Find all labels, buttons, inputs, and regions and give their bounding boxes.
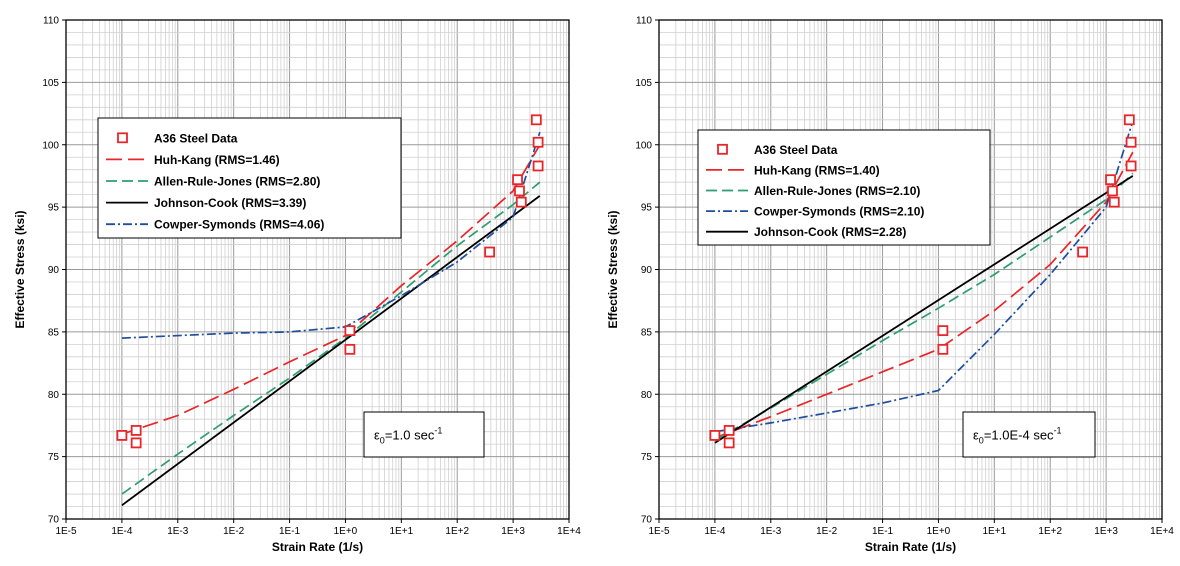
series-line xyxy=(714,120,1134,433)
x-tick-label: 1E+4 xyxy=(1150,526,1174,537)
x-tick-label: 1E+4 xyxy=(557,526,581,537)
y-tick-label: 95 xyxy=(48,203,60,214)
legend-label: A36 Steel Data xyxy=(754,143,838,157)
x-tick-label: 1E-3 xyxy=(760,526,782,537)
data-marker xyxy=(937,325,949,337)
data-marker xyxy=(1108,196,1120,208)
chart-panel-2: 1E-5 1E-4 1E-3 1E-2 1E-1 1E+0 1E+1 1E+2 1E+3 1E+4… xyxy=(606,16,1174,555)
y-tick-label: 95 xyxy=(641,203,653,214)
x-tick-label: 1E-4 xyxy=(111,526,133,537)
x-tick-label: 1E+1 xyxy=(390,526,414,537)
annotation-text: ε0=1.0 sec-1 xyxy=(374,426,442,446)
x-tick-label: 1E-5 xyxy=(648,526,670,537)
data-marker xyxy=(514,185,525,197)
legend-marker xyxy=(717,143,728,155)
data-marker xyxy=(116,430,128,441)
x-tick-label: 1E+3 xyxy=(1094,526,1118,537)
y-tick-label: 105 xyxy=(635,78,652,89)
legend-label: Johnson-Cook (RMS=3.39) xyxy=(154,196,306,210)
x-tick-label: 1E-2 xyxy=(223,526,245,537)
x-tick-label: 1E+2 xyxy=(445,526,469,537)
x-axis-label: Strain Rate (1/s) xyxy=(865,540,956,554)
y-tick-label: 100 xyxy=(42,140,59,151)
data-marker xyxy=(512,174,523,186)
data-marker xyxy=(130,425,142,436)
y-tick-label: 75 xyxy=(48,452,60,463)
data-marker xyxy=(723,437,735,449)
legend: A36 Steel Data Huh-Kang (RMS=1.40) Allen-R… xyxy=(697,129,991,246)
x-axis-label: Strain Rate (1/s) xyxy=(272,540,363,554)
y-axis-label: Effective Stress (ksi) xyxy=(606,210,620,328)
y-tick-label: 110 xyxy=(636,16,652,27)
legend-marker xyxy=(117,132,128,144)
y-tick-label: 90 xyxy=(641,265,653,276)
annotation-text: ε0=1.0E-4 sec-1 xyxy=(973,426,1062,446)
y-tick-label: 75 xyxy=(641,452,653,463)
series-line xyxy=(714,175,1134,444)
x-tick-label: 1E-1 xyxy=(872,526,894,537)
legend-box xyxy=(97,117,402,239)
y-tick-label: 85 xyxy=(641,327,653,338)
data-marker xyxy=(1105,174,1116,186)
data-marker xyxy=(723,425,735,436)
legend-label: Huh-Kang (RMS=1.40) xyxy=(754,163,880,177)
data-marker xyxy=(130,437,142,449)
y-tick-label: 105 xyxy=(42,78,59,89)
data-marker xyxy=(1077,246,1089,258)
data-marker xyxy=(1107,185,1118,197)
x-tick-label: 1E-2 xyxy=(816,526,838,537)
legend-label: Allen-Rule-Jones (RMS=2.80) xyxy=(154,175,320,189)
legend-label: Johnson-Cook (RMS=2.28) xyxy=(754,225,906,239)
y-axis-label: Effective Stress (ksi) xyxy=(13,210,27,328)
x-tick-label: 1E+2 xyxy=(1038,526,1062,537)
x-tick-label: 1E+0 xyxy=(334,526,358,537)
y-tick-label: 70 xyxy=(48,515,60,526)
data-marker xyxy=(709,430,721,441)
legend-label: Huh-Kang (RMS=1.46) xyxy=(154,153,280,167)
series-line xyxy=(121,195,541,507)
series-line xyxy=(121,132,541,339)
x-tick-label: 1E-3 xyxy=(167,526,189,537)
y-tick-label: 80 xyxy=(48,390,60,401)
series-line xyxy=(714,172,1134,442)
data-marker xyxy=(1125,160,1137,172)
y-tick-label: 110 xyxy=(43,16,59,27)
data-marker xyxy=(344,343,356,355)
y-tick-label: 90 xyxy=(48,265,60,276)
data-marker xyxy=(937,343,949,355)
data-marker xyxy=(484,246,496,258)
legend-label: Allen-Rule-Jones (RMS=2.10) xyxy=(754,184,920,198)
series-line xyxy=(714,151,1134,439)
y-tick-label: 85 xyxy=(48,327,60,338)
annotation-box xyxy=(363,411,485,458)
x-tick-label: 1E-1 xyxy=(279,526,301,537)
series-line xyxy=(121,181,541,495)
data-marker xyxy=(532,136,544,148)
x-tick-label: 1E+1 xyxy=(983,526,1007,537)
annotation-box xyxy=(962,411,1096,458)
y-tick-label: 70 xyxy=(641,515,653,526)
data-marker xyxy=(1125,136,1137,148)
legend-label: Cowper-Symonds (RMS=4.06) xyxy=(154,218,324,232)
x-tick-label: 1E-4 xyxy=(704,526,726,537)
y-tick-label: 80 xyxy=(641,390,653,401)
legend-label: Cowper-Symonds (RMS=2.10) xyxy=(754,205,924,219)
data-marker xyxy=(532,160,544,172)
x-tick-label: 1E+3 xyxy=(501,526,525,537)
data-marker xyxy=(344,325,356,337)
chart-panel-1: 1E-5 1E-4 1E-3 1E-2 1E-1 1E+0 1E+1 1E+2 1E+3 1E+4… xyxy=(13,16,581,555)
legend: A36 Steel Data Huh-Kang (RMS=1.46) Allen-R… xyxy=(97,117,402,239)
x-tick-label: 1E+0 xyxy=(927,526,951,537)
data-marker xyxy=(530,114,542,126)
y-tick-label: 100 xyxy=(635,140,652,151)
data-marker xyxy=(1123,114,1135,126)
legend-label: A36 Steel Data xyxy=(154,131,238,145)
legend-box xyxy=(697,129,991,246)
x-tick-label: 1E-5 xyxy=(55,526,77,537)
data-marker xyxy=(515,196,527,208)
